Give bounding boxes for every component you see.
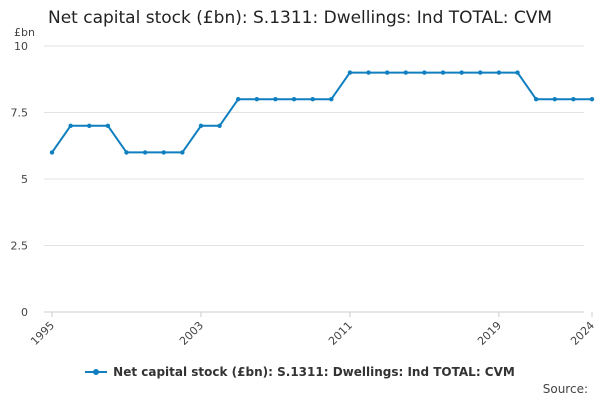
data-point: [347, 70, 353, 75]
data-point: [68, 123, 73, 128]
data-point: [236, 97, 241, 102]
legend-label: Net capital stock (£bn): S.1311: Dwellin…: [113, 365, 515, 379]
data-point: [496, 70, 502, 75]
data-point: [571, 97, 576, 102]
data-point: [180, 150, 185, 155]
y-tick-label: 0: [21, 306, 28, 319]
data-point: [329, 97, 334, 102]
x-tick-label: 2011: [326, 319, 355, 348]
data-point: [161, 150, 166, 155]
y-tick-label: 7.5: [11, 107, 29, 120]
series-line: [51, 71, 592, 154]
data-point: [49, 150, 55, 155]
data-point: [273, 97, 278, 102]
legend-swatch: [85, 366, 108, 378]
data-point: [310, 97, 315, 102]
data-point: [198, 123, 204, 128]
data-point: [217, 123, 222, 128]
y-axis-label: £bn: [14, 26, 35, 39]
data-point: [459, 70, 464, 75]
data-point: [124, 150, 129, 155]
data-point: [403, 70, 408, 75]
legend-marker: [93, 369, 100, 375]
y-tick-label: 5: [21, 173, 28, 186]
data-point: [552, 97, 557, 102]
data-point: [533, 97, 539, 102]
x-tick-label: 2024: [568, 319, 597, 348]
x-tick-label: 1995: [28, 319, 57, 348]
source-label: Source:: [542, 382, 588, 396]
data-point: [142, 150, 148, 155]
data-point: [254, 97, 260, 102]
data-point: [515, 70, 520, 75]
data-point: [291, 97, 297, 102]
data-point: [422, 70, 427, 75]
data-point: [589, 97, 595, 102]
chart-title: Net capital stock (£bn): S.1311: Dwellin…: [47, 8, 552, 28]
data-point: [478, 70, 483, 75]
legend[interactable]: Net capital stock (£bn): S.1311: Dwellin…: [0, 365, 600, 379]
y-tick-label: 10: [14, 40, 28, 53]
data-point: [87, 123, 92, 128]
grid-layer: [44, 45, 584, 313]
data-point: [440, 70, 446, 75]
x-tick-label: 2003: [177, 319, 206, 348]
y-tick-label: 2.5: [11, 240, 29, 253]
x-tick-label: 2019: [475, 319, 504, 348]
series-layer: [49, 70, 595, 155]
data-point: [384, 70, 390, 75]
axis-layer: 0 2.5 5 7.5 10£bn 1995 2003 2011 2019 2024: [11, 26, 598, 348]
data-point: [366, 70, 371, 75]
data-point: [105, 123, 111, 128]
plot-area: 0 2.5 5 7.5 10£bn 1995 2003 2011 2019 2024: [11, 26, 598, 348]
